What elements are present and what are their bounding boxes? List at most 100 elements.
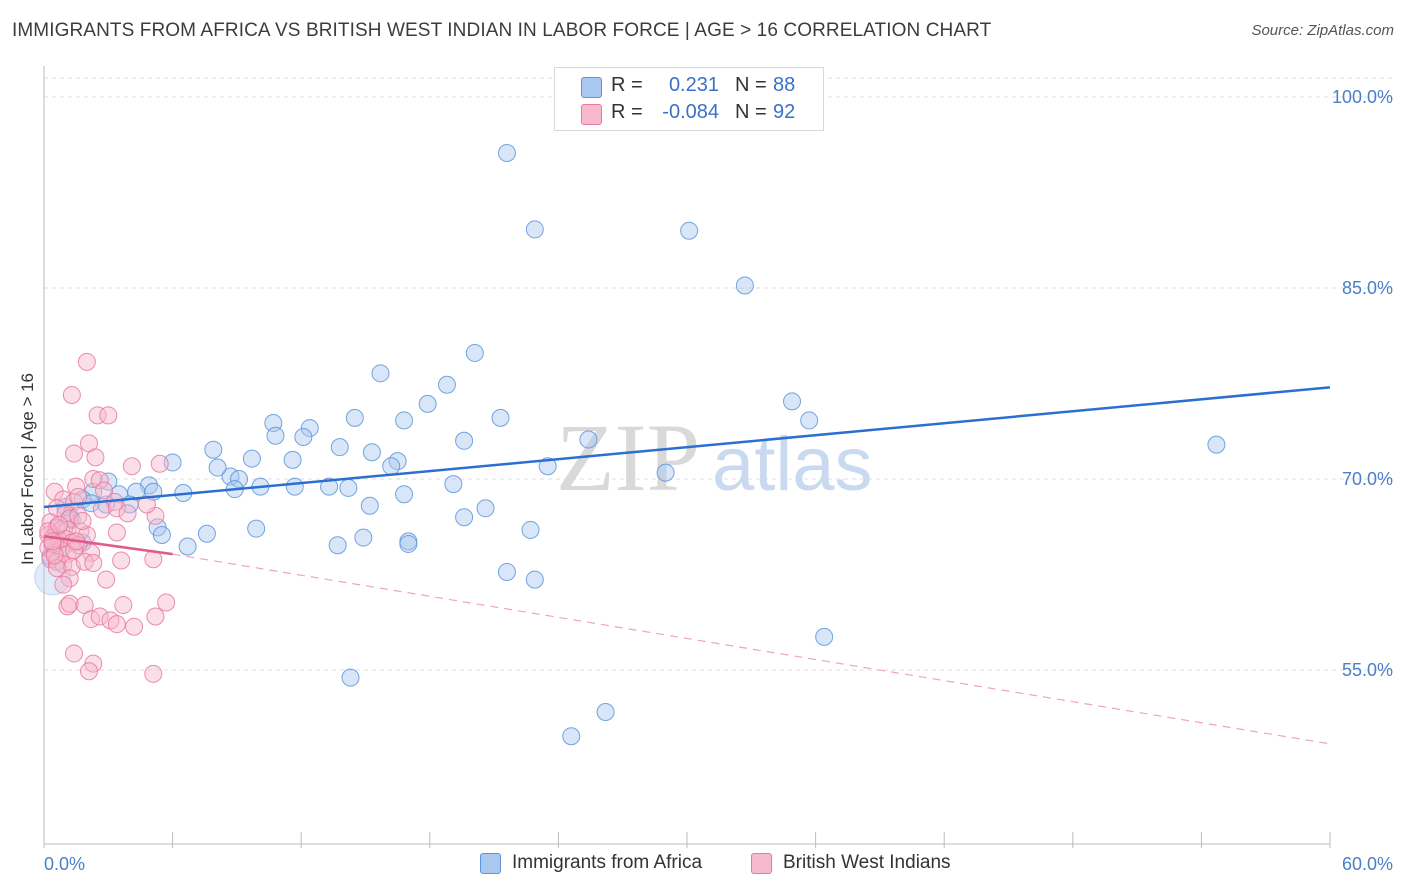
point-africa xyxy=(455,508,474,527)
point-africa xyxy=(283,450,302,469)
point-bwi xyxy=(88,406,107,425)
x-tick-label: 0.0% xyxy=(44,854,85,874)
point-africa xyxy=(382,457,401,476)
point-africa xyxy=(294,427,313,446)
y-tick-label: 55.0% xyxy=(1342,660,1393,680)
point-africa xyxy=(735,276,754,295)
y-tick-label: 100.0% xyxy=(1332,87,1393,107)
chart-title: IMMIGRANTS FROM AFRICA VS BRITISH WEST I… xyxy=(12,20,992,41)
n-value: 92 xyxy=(773,101,796,123)
trend-line-africa xyxy=(43,386,1331,509)
point-bwi xyxy=(50,515,69,534)
point-africa xyxy=(476,499,495,518)
point-africa xyxy=(197,524,216,543)
point-africa xyxy=(152,526,171,545)
point-africa xyxy=(204,440,223,459)
point-africa xyxy=(525,570,544,589)
point-bwi xyxy=(99,406,118,425)
point-bwi xyxy=(107,615,126,634)
point-africa xyxy=(1207,435,1226,454)
y-tick-label: 85.0% xyxy=(1342,278,1393,298)
watermark: ZIP atlas xyxy=(556,404,873,511)
point-bwi xyxy=(150,454,169,473)
point-africa xyxy=(562,727,581,746)
trend-line-bwi-extension xyxy=(172,553,1331,745)
point-bwi xyxy=(77,352,96,371)
point-africa xyxy=(525,220,544,239)
legend-swatch-bwi xyxy=(751,853,772,874)
point-africa xyxy=(444,475,463,494)
n-label: N = xyxy=(735,74,767,96)
legend-label-bwi: British West Indians xyxy=(783,852,951,873)
n-value: 88 xyxy=(773,74,796,96)
gridlines xyxy=(44,77,1392,671)
point-africa xyxy=(497,562,516,581)
point-africa xyxy=(208,458,227,477)
point-africa xyxy=(300,419,319,438)
point-bwi xyxy=(157,593,176,612)
point-bwi xyxy=(112,551,131,570)
point-africa xyxy=(247,519,266,538)
r-value: -0.084 xyxy=(662,101,719,123)
point-africa xyxy=(362,443,381,462)
point-africa xyxy=(266,426,285,445)
point-bwi xyxy=(60,569,79,588)
point-bwi xyxy=(54,575,73,594)
point-bwi xyxy=(97,570,116,589)
point-africa xyxy=(230,470,249,488)
point-africa xyxy=(360,496,379,515)
point-bwi xyxy=(92,500,111,519)
point-africa xyxy=(395,411,414,430)
point-africa xyxy=(815,627,834,646)
y-axis-title: In Labor Force | Age > 16 xyxy=(18,373,37,565)
point-africa xyxy=(579,430,598,449)
x-tick-label: 60.0% xyxy=(1342,854,1393,874)
point-bwi xyxy=(45,546,64,565)
trend-lines xyxy=(43,386,1331,745)
point-africa xyxy=(242,449,261,468)
point-africa xyxy=(399,534,418,553)
r-value: 0.231 xyxy=(668,74,719,96)
point-africa xyxy=(354,528,373,547)
cluster-marker-africa xyxy=(34,558,72,596)
point-africa xyxy=(339,478,358,497)
legend-swatch-bwi xyxy=(581,104,602,125)
point-bwi xyxy=(125,617,144,636)
point-africa xyxy=(341,668,360,687)
point-bwi xyxy=(69,487,88,506)
trend-line-bwi xyxy=(43,535,173,556)
legend-label-africa: Immigrants from Africa xyxy=(512,852,703,873)
point-bwi xyxy=(60,594,79,613)
y-tick-labels: 100.0% 85.0% 70.0% 55.0% xyxy=(1332,87,1393,680)
source-label: Source: ZipAtlas.com xyxy=(1251,22,1394,39)
point-africa xyxy=(783,392,802,411)
point-africa xyxy=(163,453,182,472)
point-africa xyxy=(371,364,390,383)
point-bwi xyxy=(146,607,165,626)
r-label: R = xyxy=(611,74,643,96)
point-africa xyxy=(497,144,516,163)
point-africa xyxy=(491,408,510,427)
point-bwi xyxy=(84,470,103,488)
point-bwi xyxy=(90,607,109,626)
point-bwi xyxy=(144,664,163,683)
stats-legend: R = 0.231 N = 88 R = -0.084 N = 92 xyxy=(554,67,824,131)
point-bwi xyxy=(107,523,126,542)
point-bwi xyxy=(122,457,141,476)
point-bwi xyxy=(95,481,114,500)
point-bwi xyxy=(73,512,92,531)
point-africa xyxy=(521,520,540,539)
legend-swatch-africa xyxy=(581,77,602,98)
point-africa xyxy=(596,703,615,722)
point-africa xyxy=(800,411,819,430)
legend-swatch-africa xyxy=(480,853,501,874)
axes xyxy=(43,66,1331,848)
point-bwi xyxy=(39,522,58,541)
point-bwi xyxy=(90,471,109,490)
point-africa xyxy=(395,485,414,504)
r-label: R = xyxy=(611,101,643,123)
point-africa xyxy=(178,537,197,556)
point-africa xyxy=(320,477,339,496)
watermark-atlas: atlas xyxy=(712,422,873,507)
point-bwi xyxy=(65,644,84,663)
